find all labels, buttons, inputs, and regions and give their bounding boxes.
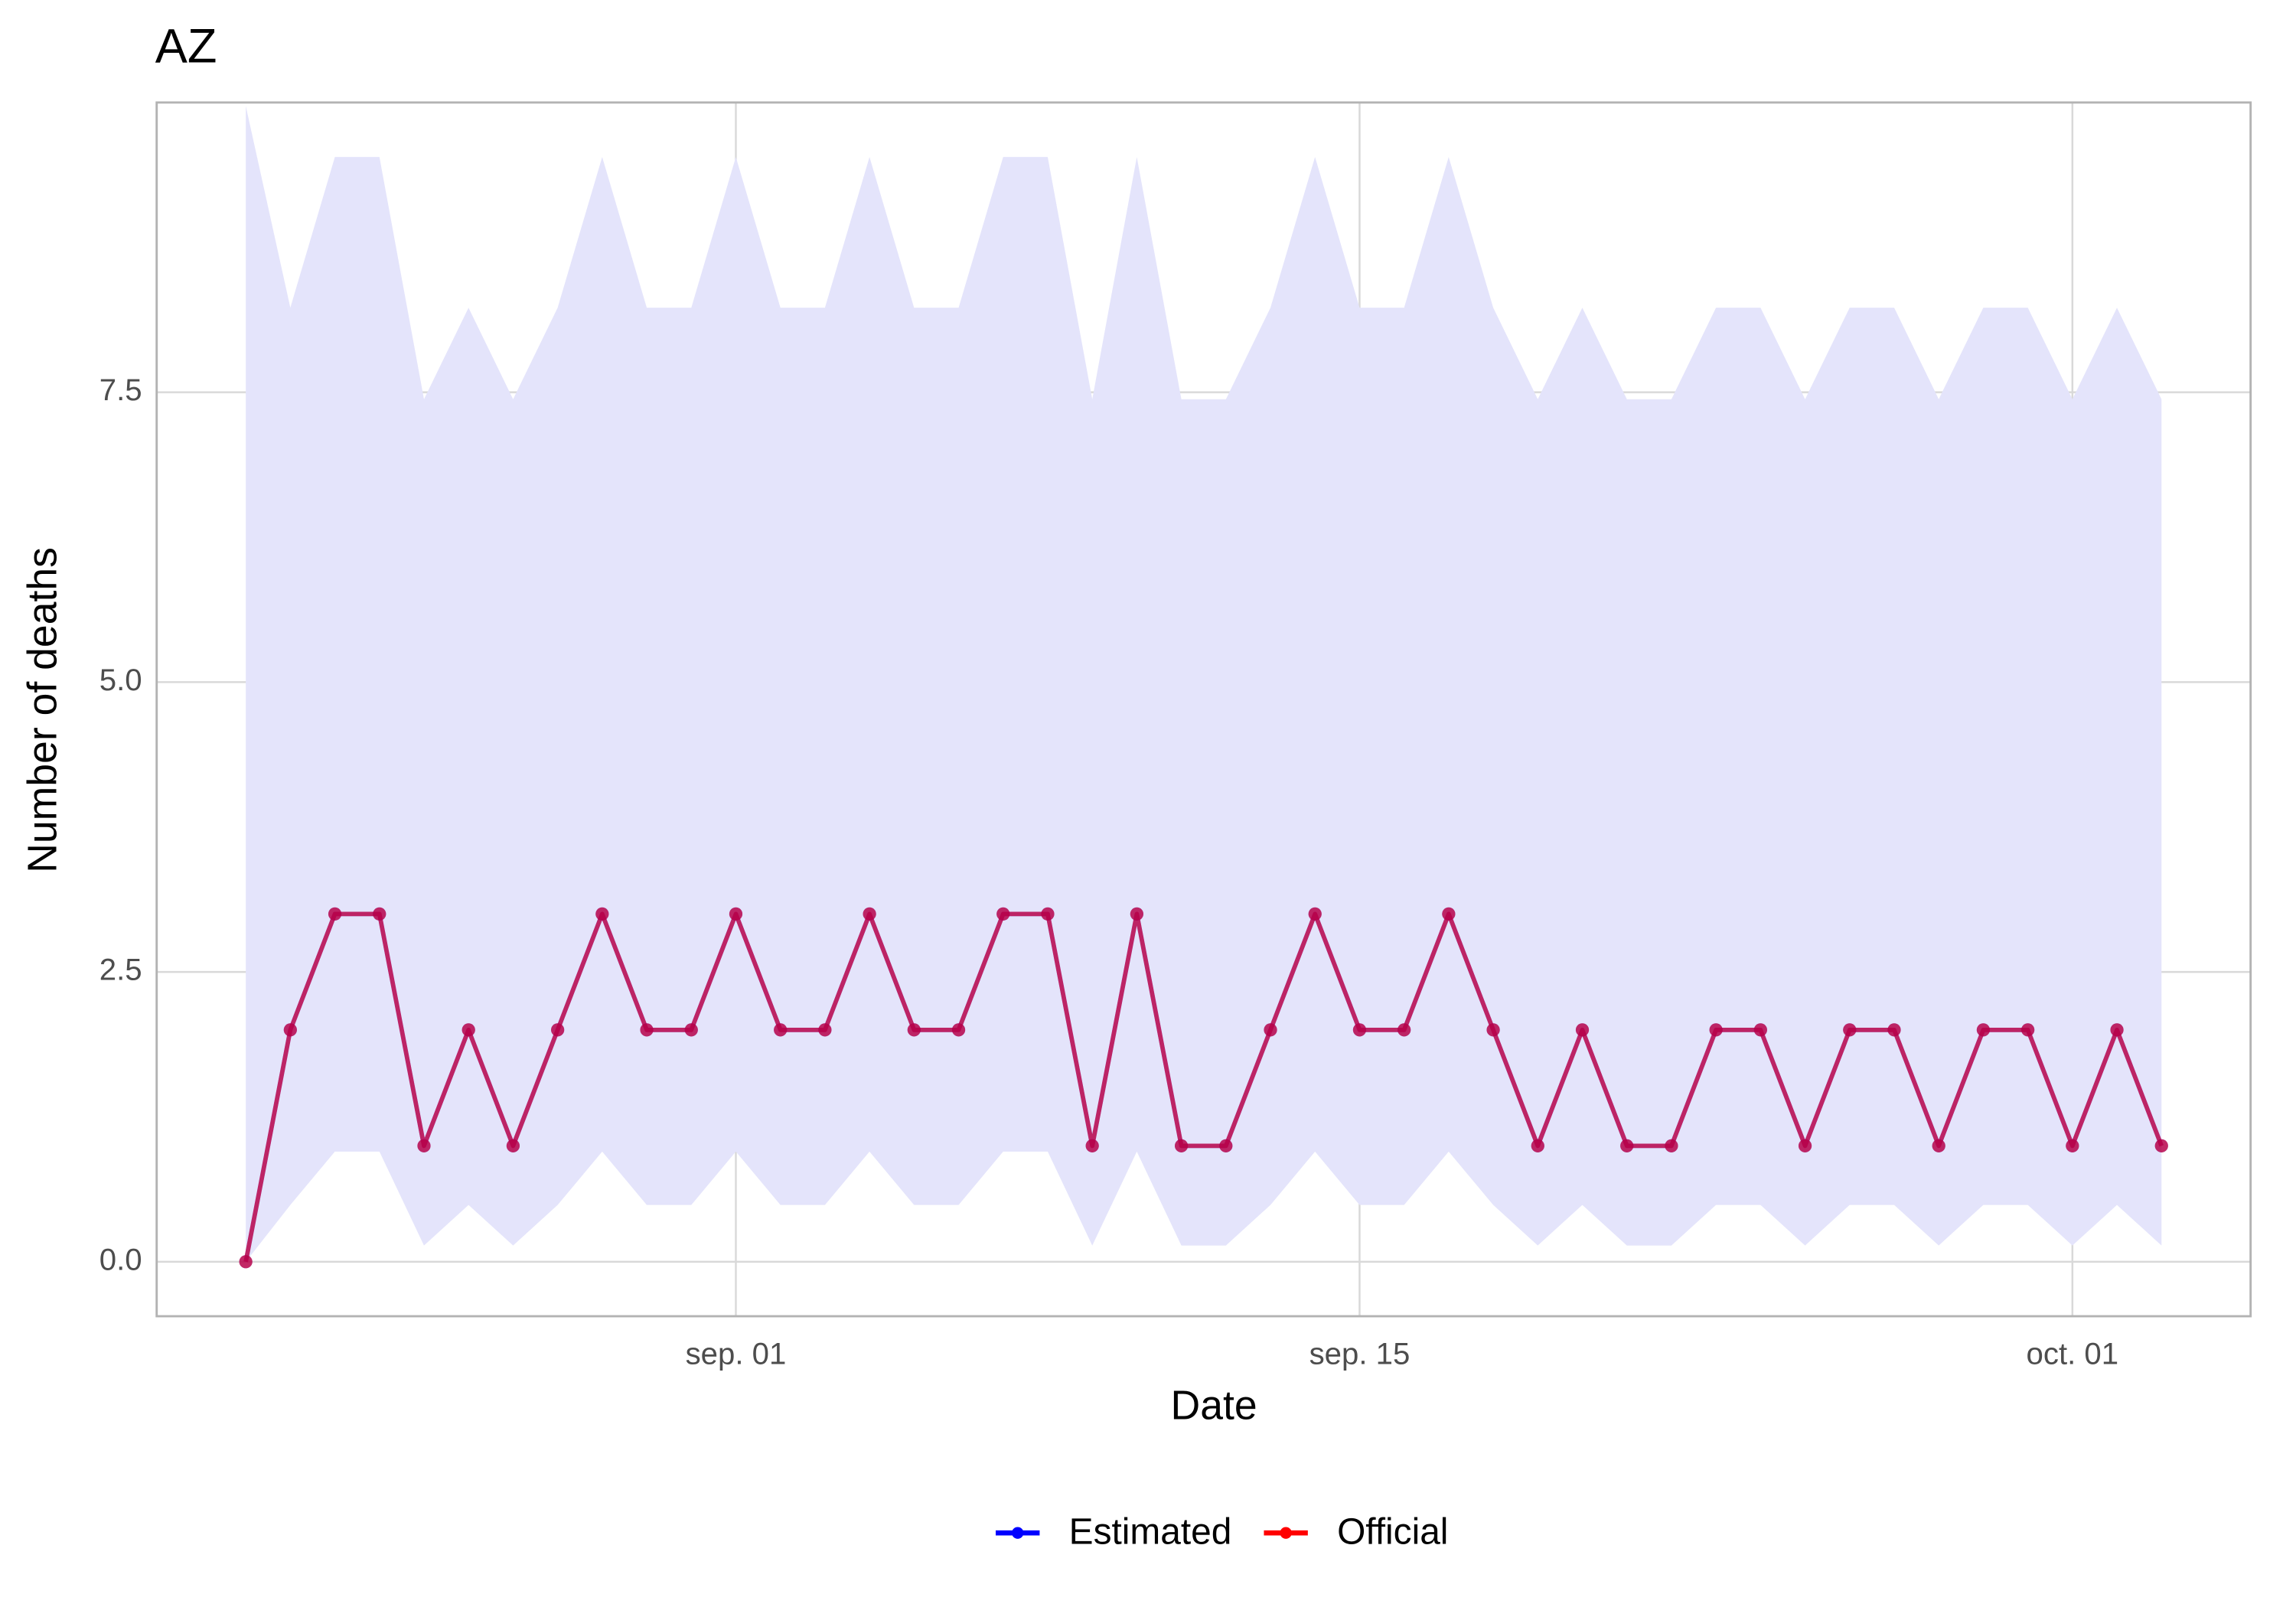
series-point — [1753, 1023, 1767, 1037]
series-point — [1397, 1023, 1411, 1037]
series-point — [996, 907, 1010, 921]
series-point — [1843, 1023, 1857, 1037]
series-point — [1308, 907, 1322, 921]
series-point — [373, 907, 386, 921]
x-tick-label: sep. 01 — [686, 1336, 787, 1371]
series-point — [774, 1023, 788, 1037]
legend-label: Estimated — [1069, 1512, 1232, 1553]
series-point — [1620, 1139, 1634, 1152]
x-tick-label: sep. 15 — [1309, 1336, 1411, 1371]
series-point — [818, 1023, 832, 1037]
series-point — [1798, 1139, 1812, 1152]
series-point — [283, 1023, 297, 1037]
series-point — [729, 907, 743, 921]
series-point — [1486, 1023, 1500, 1037]
series-point — [1174, 1139, 1189, 1152]
x-axis-title: Date — [1171, 1384, 1257, 1429]
legend-label: Official — [1337, 1512, 1448, 1553]
series-point — [1932, 1139, 1945, 1152]
series-point — [2110, 1023, 2124, 1037]
series-point — [2021, 1023, 2035, 1037]
series-point — [1264, 1023, 1277, 1037]
series-point — [1219, 1139, 1233, 1152]
y-axis-title: Number of deaths — [20, 547, 65, 873]
series-line — [243, 911, 2164, 1263]
series-point — [328, 907, 342, 921]
series-point — [461, 1023, 475, 1037]
series-point — [1352, 1023, 1367, 1037]
y-tick-label: 2.5 — [99, 953, 142, 987]
y-tick-label: 0.0 — [99, 1242, 142, 1276]
series-point — [863, 907, 876, 921]
series-point — [1709, 1023, 1723, 1037]
series-point — [1130, 907, 1143, 921]
series-point — [1887, 1023, 1901, 1037]
series-point — [1442, 907, 1456, 921]
x-tick-label: oct. 01 — [2027, 1336, 2119, 1371]
series-point — [2154, 1139, 2168, 1152]
series-point — [1041, 907, 1055, 921]
legend-swatch-point — [1280, 1527, 1292, 1539]
series-point — [1665, 1139, 1678, 1152]
series-point — [684, 1023, 698, 1037]
series-point — [640, 1023, 654, 1037]
series-point — [2066, 1139, 2079, 1152]
series-point — [239, 1255, 253, 1269]
series-point — [551, 1023, 565, 1037]
series-point — [1085, 1139, 1099, 1152]
series-point — [951, 1023, 966, 1037]
series-point — [907, 1023, 921, 1037]
y-tick-label: 7.5 — [99, 373, 142, 407]
series-point — [506, 1139, 520, 1152]
series-point — [417, 1139, 431, 1152]
series-point — [1575, 1023, 1590, 1037]
chart-title: AZ — [155, 20, 217, 73]
series-point — [595, 907, 609, 921]
y-tick-label: 5.0 — [99, 663, 142, 697]
confidence-band — [246, 106, 2162, 1262]
series-point — [1976, 1023, 1991, 1037]
legend-swatch-point — [1012, 1527, 1024, 1539]
series-point — [1531, 1139, 1544, 1152]
plot-border — [155, 101, 2252, 1318]
